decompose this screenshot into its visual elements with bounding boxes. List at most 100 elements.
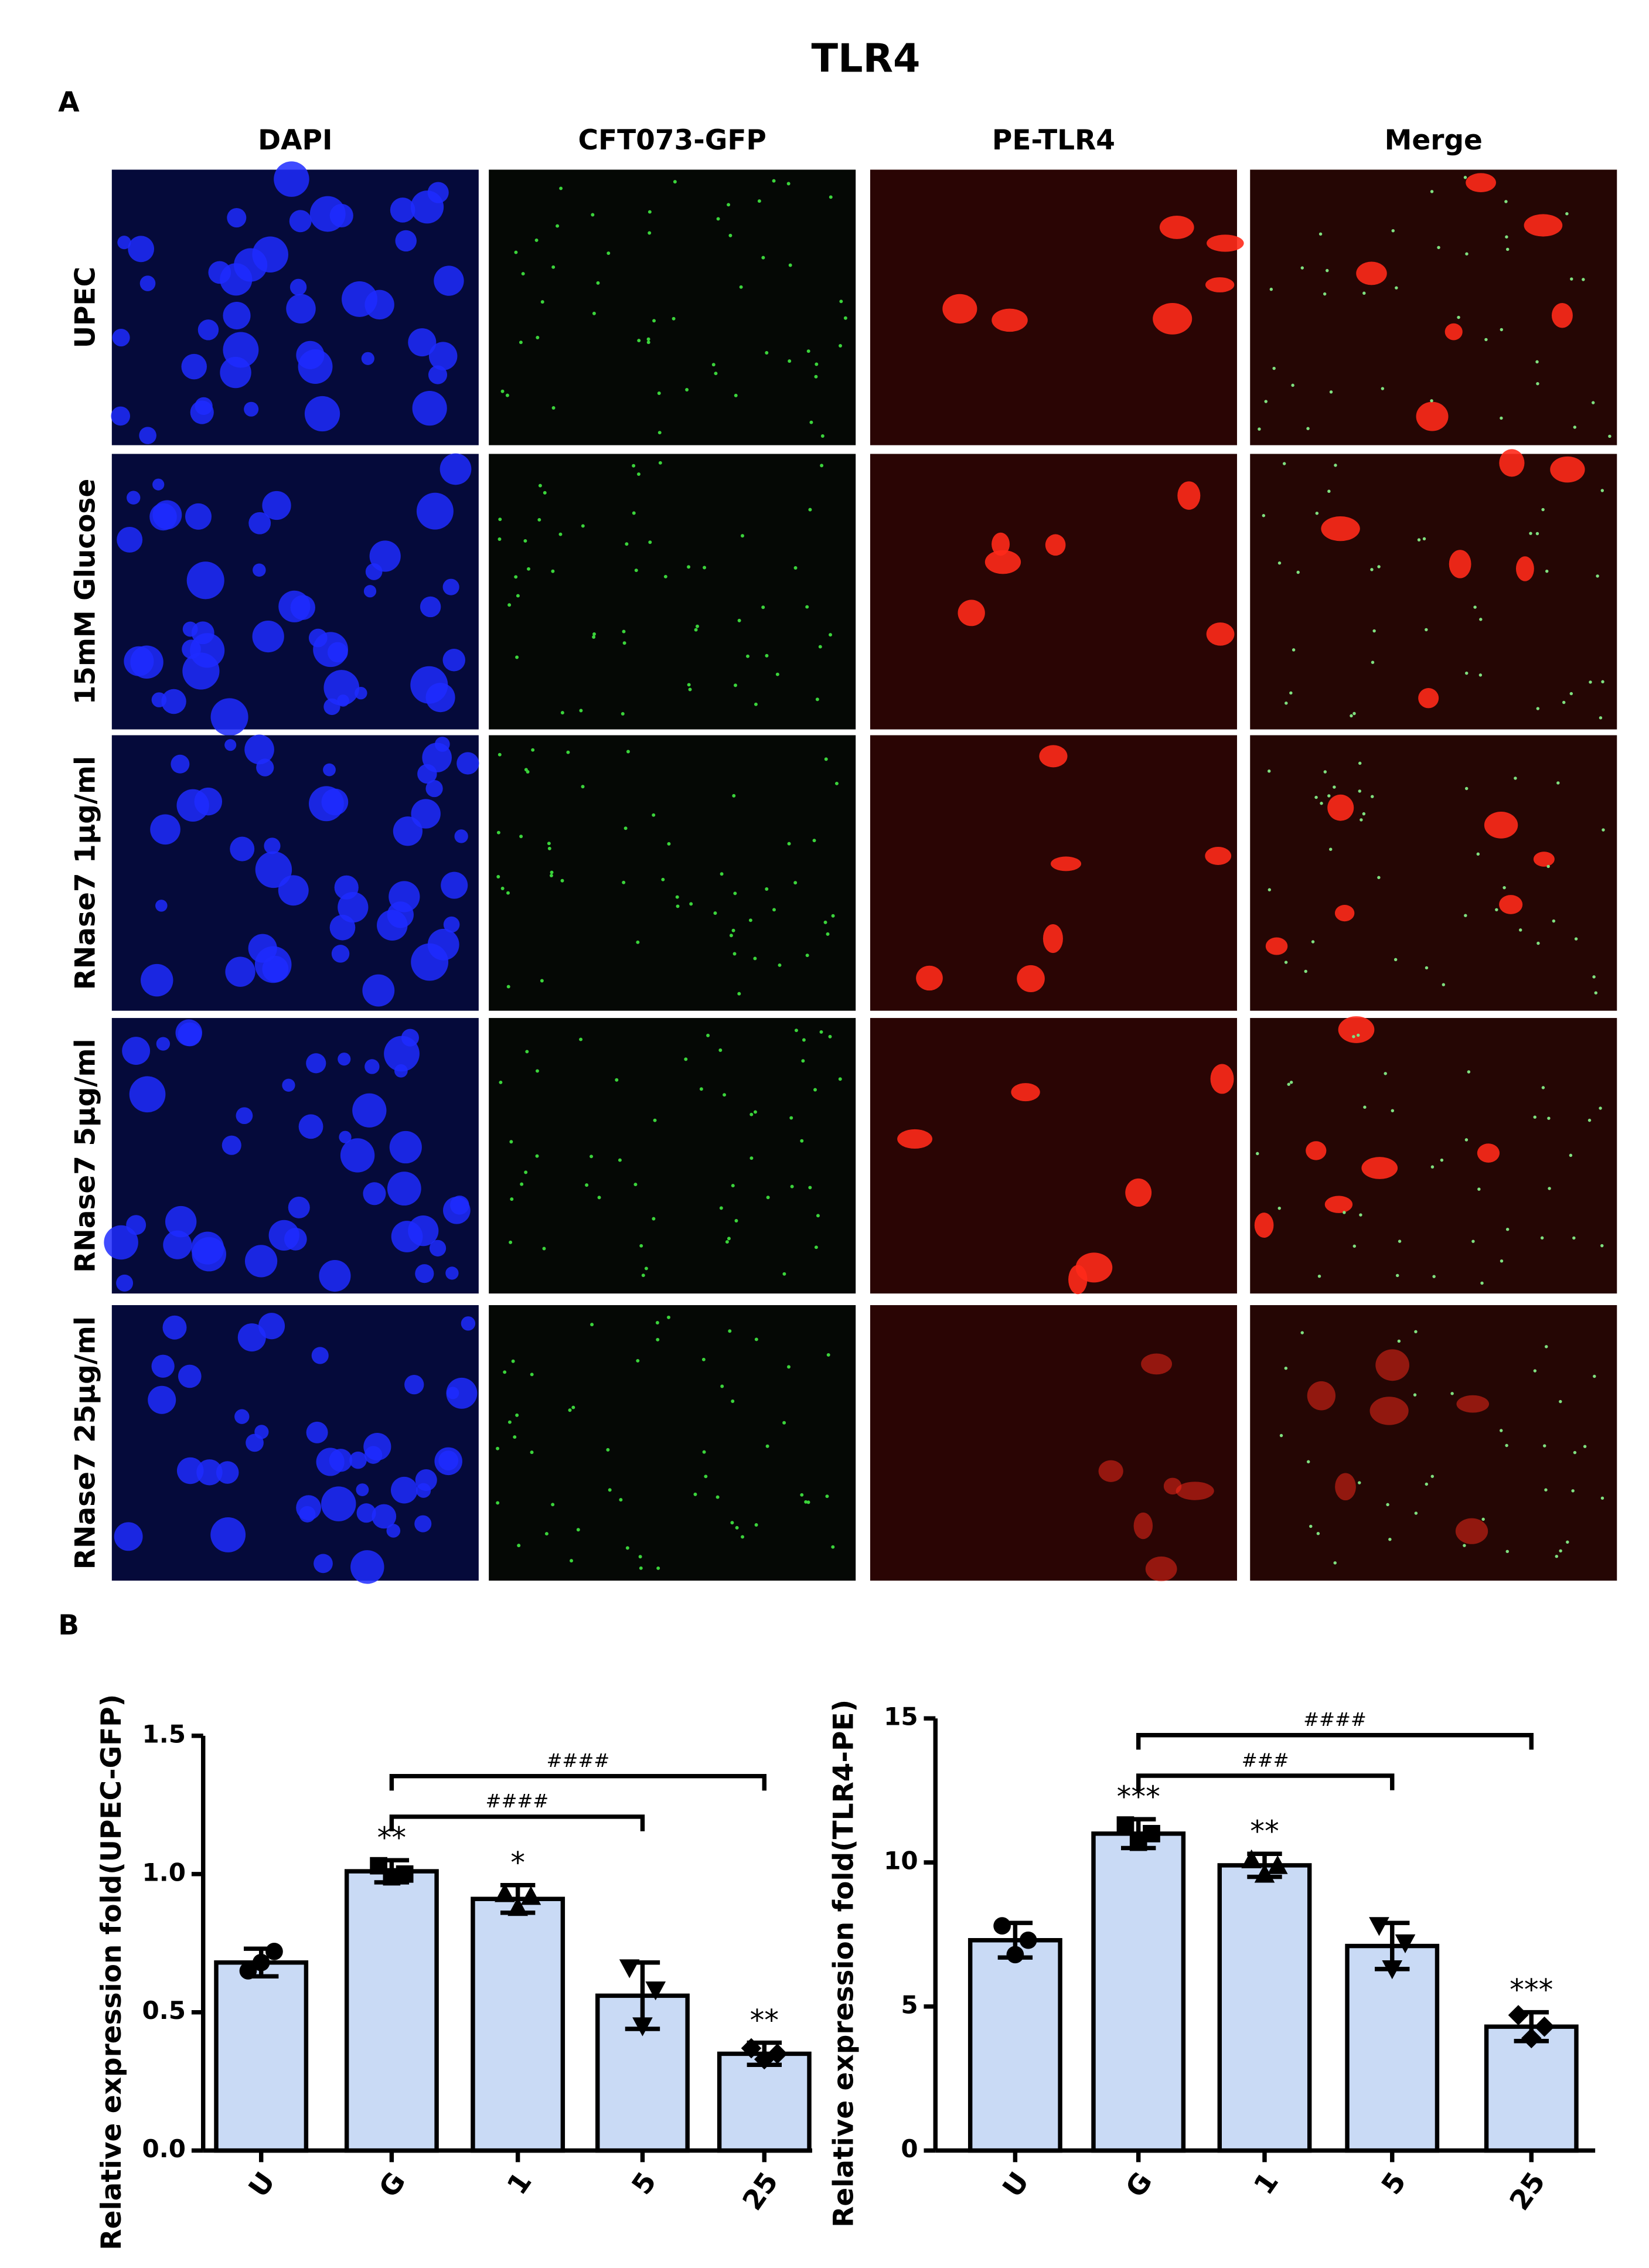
bacterium <box>1371 660 1375 664</box>
bacterium <box>1505 1227 1510 1231</box>
bacterium <box>1504 200 1508 203</box>
bacterium <box>521 272 525 276</box>
bacterium <box>1414 1330 1418 1334</box>
bacterium <box>1547 1116 1551 1120</box>
bacterium <box>753 1110 757 1114</box>
nucleus <box>338 891 369 923</box>
nucleus <box>194 787 223 816</box>
nucleus <box>222 1135 241 1155</box>
column-header: DAPI <box>258 124 332 156</box>
nucleus <box>339 1130 352 1143</box>
bacterium <box>538 483 542 488</box>
bacterium <box>831 1545 835 1549</box>
bacterium <box>1285 701 1288 705</box>
bacterium <box>1473 605 1477 609</box>
data-point <box>520 1886 541 1905</box>
bacterium <box>843 316 847 320</box>
data-point <box>495 1883 515 1902</box>
bacterium <box>1306 427 1310 430</box>
tlr4-signal <box>1456 1395 1490 1413</box>
bacterium <box>1518 928 1522 932</box>
bacterium <box>637 472 640 476</box>
bar <box>1217 1863 1312 2153</box>
bacterium <box>782 1272 786 1276</box>
bacterium <box>633 1183 638 1187</box>
bacterium <box>506 985 510 989</box>
bacterium <box>699 1087 703 1091</box>
bacterium <box>514 250 518 254</box>
bacterium <box>1371 795 1374 798</box>
nucleus <box>372 1504 397 1529</box>
bacterium <box>624 826 628 830</box>
bar <box>214 1960 309 2153</box>
micrograph-bg <box>870 454 1237 730</box>
bacterium <box>648 210 652 214</box>
bacterium <box>618 1158 622 1162</box>
bacterium <box>1395 1273 1399 1278</box>
bacterium <box>1467 1070 1471 1074</box>
tlr4-signal <box>1533 852 1555 867</box>
nucleus <box>248 512 271 534</box>
bacterium <box>1541 508 1545 512</box>
nucleus <box>288 1196 310 1218</box>
bacterium <box>596 281 600 285</box>
nucleus <box>321 1486 356 1521</box>
bacterium <box>739 285 743 289</box>
bacterium <box>1269 287 1273 291</box>
bacterium <box>581 785 585 789</box>
bacterium <box>1562 700 1566 704</box>
bar <box>1091 1831 1186 2153</box>
y-tick-label: 5 <box>901 1990 918 2019</box>
nucleus <box>323 670 360 706</box>
bacterium <box>805 953 809 958</box>
nucleus <box>412 390 447 426</box>
bacterium <box>829 195 833 199</box>
bacterium <box>1417 538 1421 542</box>
bacterium <box>516 594 520 598</box>
bacterium <box>1437 246 1440 250</box>
nucleus <box>415 1264 434 1283</box>
bacterium <box>579 1037 583 1041</box>
bacterium <box>1323 770 1327 774</box>
data-point <box>632 2017 653 2037</box>
micrograph <box>489 454 856 730</box>
bacterium <box>1536 382 1539 386</box>
data-point <box>1267 1855 1288 1874</box>
bacterium <box>511 1359 515 1363</box>
bacterium <box>788 359 792 363</box>
bacterium <box>793 566 798 570</box>
y-tick-label: 1.5 <box>142 1719 186 1748</box>
bacterium <box>1314 795 1318 799</box>
bacterium <box>1608 434 1611 438</box>
bacterium <box>786 182 791 186</box>
bacterium <box>748 918 752 922</box>
nucleus <box>416 492 454 530</box>
y-tick-label: 1.0 <box>142 1858 186 1886</box>
bacterium <box>636 1358 640 1363</box>
x-tick-label: U <box>996 2167 1035 2204</box>
nucleus <box>331 945 350 963</box>
bacterium <box>711 363 716 367</box>
x-tick-label: 25 <box>1504 2167 1552 2216</box>
tlr4-signal <box>1306 1141 1327 1160</box>
significance-label: ** <box>750 2003 779 2037</box>
data-point <box>1254 1864 1275 1883</box>
bacterium <box>1317 1274 1321 1278</box>
bacterium <box>730 1521 734 1525</box>
nucleus <box>282 1078 295 1092</box>
bacterium <box>1309 1524 1313 1528</box>
nucleus <box>130 645 163 679</box>
significance-label: ** <box>1250 1814 1279 1848</box>
bacterium <box>1593 1374 1596 1378</box>
bacterium <box>824 757 828 761</box>
micrograph <box>111 453 479 736</box>
data-point <box>239 1962 257 1980</box>
bacterium <box>1425 628 1428 632</box>
bacterium <box>1359 1213 1362 1217</box>
significance-label: * <box>510 1846 525 1880</box>
y-tick-label: 0.0 <box>142 2134 186 2163</box>
bacterium <box>789 1116 793 1120</box>
bacterium <box>585 1183 589 1187</box>
comparison-label: ### <box>1242 1749 1289 1771</box>
tlr4-signal <box>1163 1477 1182 1495</box>
